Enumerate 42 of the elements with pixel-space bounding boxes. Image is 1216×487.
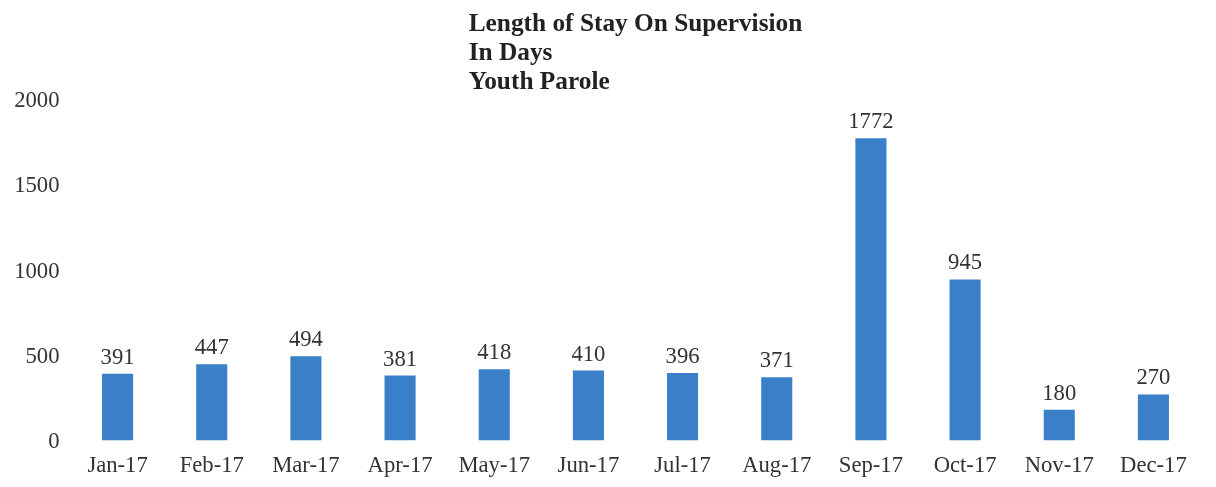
- bar: [1137, 394, 1169, 441]
- bar: [384, 375, 416, 441]
- bar: [855, 138, 887, 441]
- data-label: 447: [194, 334, 229, 360]
- x-tick-label: Oct-17: [933, 451, 997, 477]
- x-tick-label: Mar-17: [272, 451, 340, 477]
- chart-title: Length of Stay On Supervision In Days Youth Parole: [468, 7, 803, 95]
- bar: [1043, 409, 1075, 441]
- bar: [290, 356, 322, 441]
- data-label: 396: [665, 342, 700, 368]
- data-label: 1772: [848, 108, 894, 134]
- bar: [102, 373, 134, 441]
- data-label: 945: [948, 249, 983, 275]
- x-tick-label: Jan-17: [87, 451, 148, 477]
- y-tick-label: 2000: [14, 87, 60, 112]
- bar: [949, 279, 981, 441]
- bar: [478, 369, 510, 441]
- data-label: 180: [1042, 379, 1077, 405]
- data-label: 371: [759, 347, 794, 373]
- x-tick-label: Sep-17: [838, 451, 904, 477]
- x-tick-label: Aug-17: [742, 451, 812, 477]
- y-tick-label: 0: [48, 428, 60, 453]
- x-tick-label: Nov-17: [1024, 451, 1094, 477]
- data-label: 391: [100, 343, 135, 369]
- x-tick-label: Jul-17: [654, 451, 711, 477]
- bar: [196, 364, 228, 441]
- x-tick-label: Feb-17: [179, 451, 244, 477]
- bar: [761, 377, 793, 441]
- x-tick-label: Dec-17: [1120, 451, 1187, 477]
- y-tick-label: 500: [25, 342, 60, 368]
- data-label: 410: [571, 340, 606, 366]
- data-label: 494: [288, 326, 323, 352]
- x-tick-label: Jun-17: [557, 451, 620, 477]
- bar: [667, 372, 699, 441]
- data-label: 381: [383, 345, 418, 371]
- x-tick-label: May-17: [458, 451, 531, 477]
- x-tick-label: Apr-17: [367, 451, 433, 477]
- y-tick-label: 1000: [14, 257, 60, 283]
- data-label: 270: [1136, 364, 1171, 390]
- y-tick-label: 1500: [14, 172, 60, 198]
- bar: [572, 370, 604, 441]
- data-label: 418: [477, 339, 512, 365]
